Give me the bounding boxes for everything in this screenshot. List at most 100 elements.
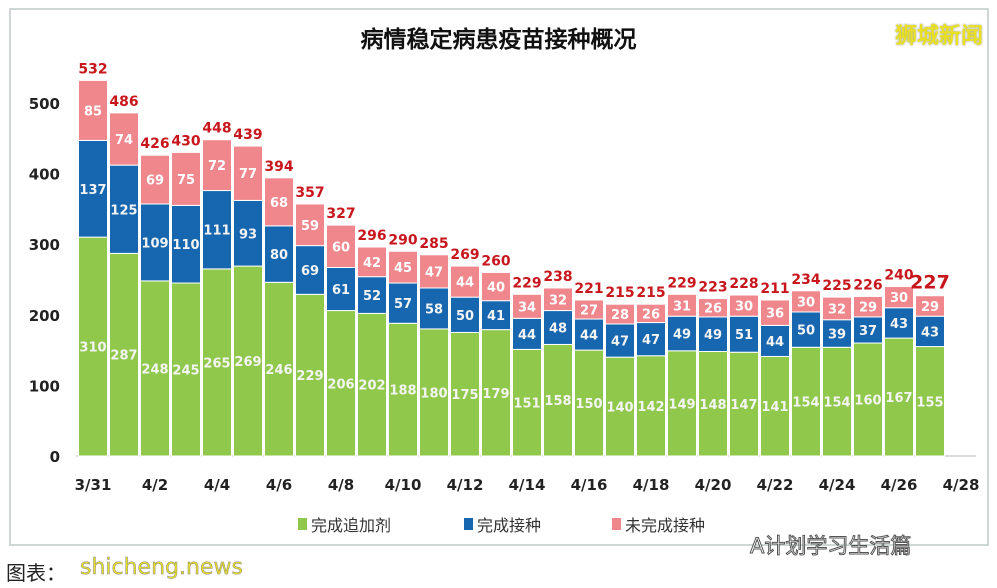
- bar-total-label: 215: [605, 285, 634, 301]
- bar-segment: [202, 190, 232, 270]
- bar-segment: [481, 300, 511, 331]
- bar-total-label: 229: [512, 275, 541, 291]
- bar-total-label: 439: [233, 127, 262, 143]
- x-tick-label: 4/2: [142, 476, 168, 494]
- bar-value-label: 44: [456, 276, 474, 291]
- bar-segment: [357, 276, 387, 314]
- x-tick-label: 4/10: [385, 476, 422, 494]
- bar-value-label: 140: [606, 401, 633, 416]
- y-tick-label: 0: [50, 448, 60, 466]
- bar-value-label: 69: [301, 264, 319, 279]
- bar-value-label: 58: [425, 302, 443, 317]
- bar-value-label: 37: [859, 324, 877, 339]
- bar-value-label: 206: [327, 377, 354, 392]
- x-tick-label: 4/14: [509, 476, 546, 494]
- bar-segment: [295, 245, 325, 295]
- legend-swatch: [298, 518, 307, 530]
- bar-segment: [295, 293, 325, 457]
- bar-value-label: 44: [766, 335, 784, 350]
- bar-value-label: 40: [487, 281, 505, 296]
- bar-segment: [78, 139, 108, 238]
- bar-value-label: 175: [451, 388, 478, 403]
- legend-label: 未完成接种: [625, 516, 706, 535]
- bar-value-label: 245: [172, 364, 199, 379]
- bar-total-label: 240: [884, 268, 913, 284]
- bar-value-label: 72: [208, 159, 226, 174]
- bar-segment: [884, 286, 914, 309]
- bar-segment: [512, 317, 542, 350]
- bar-value-label: 229: [296, 369, 323, 384]
- bar-segment: [729, 294, 759, 317]
- bar-segment: [450, 331, 480, 457]
- bar-value-label: 148: [699, 398, 726, 413]
- bar-segment: [264, 177, 294, 227]
- bar-total-label: 486: [109, 94, 138, 110]
- bar-value-label: 137: [79, 183, 106, 198]
- bar-value-label: 188: [389, 384, 416, 399]
- x-tick-label: 4/8: [328, 476, 354, 494]
- x-tick-label: 4/6: [266, 476, 292, 494]
- bar-value-label: 47: [611, 335, 629, 350]
- bar-value-label: 41: [487, 309, 505, 324]
- bar-value-label: 50: [456, 309, 474, 324]
- bar-total-label: 225: [822, 278, 851, 294]
- bar-total-label: 260: [481, 253, 510, 269]
- bar-segment: [78, 79, 108, 141]
- legend-item-booster: 完成追加剂: [298, 512, 391, 536]
- bar-value-label: 43: [890, 317, 908, 332]
- bar-value-label: 29: [859, 301, 877, 316]
- bar-segment: [202, 268, 232, 457]
- bar-segment: [78, 236, 108, 457]
- bar-value-label: 74: [115, 133, 133, 148]
- bar-segment: [140, 203, 170, 282]
- bar-value-label: 269: [234, 355, 261, 370]
- bar-value-label: 39: [828, 328, 846, 343]
- bar-value-label: 47: [642, 333, 660, 348]
- bar-value-label: 51: [735, 328, 753, 343]
- bar-total-label: 223: [698, 280, 727, 296]
- bar-segment: [667, 350, 697, 457]
- bar-value-label: 155: [916, 395, 943, 410]
- bar-value-label: 52: [363, 289, 381, 304]
- bar-value-label: 154: [792, 396, 819, 411]
- bar-total-label: 532: [78, 61, 107, 77]
- bar-value-label: 30: [797, 295, 815, 310]
- bar-segment: [543, 343, 573, 457]
- bar-value-label: 44: [580, 329, 598, 344]
- bar-value-label: 30: [735, 300, 753, 315]
- bar-value-label: 26: [642, 307, 660, 322]
- legend-swatch: [464, 518, 473, 530]
- bar-segment: [884, 307, 914, 339]
- bar-value-label: 246: [265, 363, 292, 378]
- wechat-watermark: A计划学习生活篇: [749, 534, 912, 559]
- bar-segment: [481, 271, 511, 302]
- footer-caption: 图表：: [6, 561, 66, 585]
- bar-segment: [853, 295, 883, 318]
- bar-segment: [574, 299, 604, 320]
- bar-value-label: 248: [141, 362, 168, 377]
- bar-value-label: 141: [761, 400, 788, 415]
- footer-watermark: shicheng.news: [80, 555, 243, 581]
- bar-value-label: 49: [673, 328, 691, 343]
- x-tick-label: 4/24: [819, 476, 856, 494]
- bar-total-label: 228: [729, 276, 758, 292]
- bar-segment: [822, 296, 852, 321]
- x-tick-label: 4/16: [571, 476, 608, 494]
- bar-value-label: 150: [575, 397, 602, 412]
- bar-segment: [543, 287, 573, 312]
- bar-segment: [295, 203, 325, 247]
- bar-segment: [853, 342, 883, 457]
- bar-value-label: 109: [141, 236, 168, 251]
- bar-segment: [109, 112, 139, 166]
- x-tick-label: 4/22: [757, 476, 794, 494]
- legend-swatch: [612, 518, 621, 530]
- bar-segment: [574, 349, 604, 457]
- bar-segment: [915, 346, 945, 457]
- bar-value-label: 42: [363, 256, 381, 271]
- bar-segment: [109, 164, 139, 254]
- bar-segment: [140, 154, 170, 205]
- bar-segment: [605, 356, 635, 457]
- bar-value-label: 160: [854, 394, 881, 409]
- bar-total-label: 426: [140, 136, 169, 152]
- bar-segment: [760, 299, 790, 326]
